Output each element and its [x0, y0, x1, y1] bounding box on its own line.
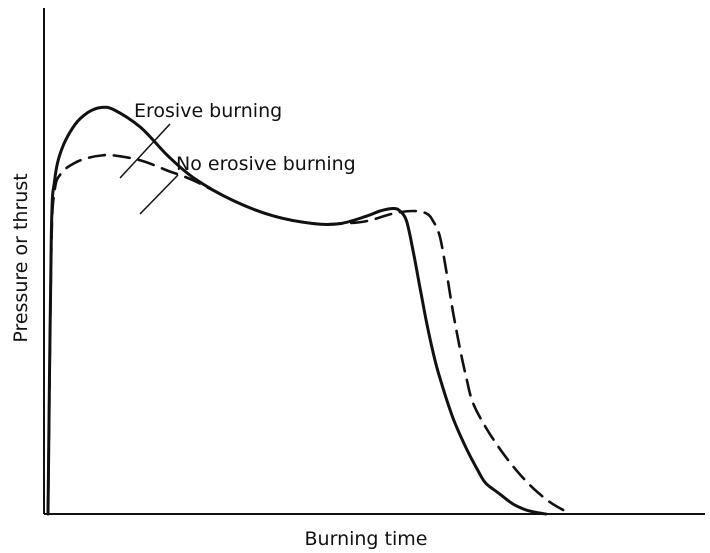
annotation-leader-no-erosive — [139, 174, 179, 215]
annotation-erosive-burning: Erosive burning — [134, 100, 282, 122]
series-no-erosive-burning-line — [46, 153, 568, 516]
series-erosive-burning-line — [46, 105, 548, 516]
annotation-leader-erosive — [119, 123, 171, 179]
annotation-no-erosive-burning: No erosive burning — [176, 153, 356, 175]
y-axis-label: Pressure or thrust — [10, 173, 32, 342]
x-axis-label: Burning time — [305, 528, 428, 550]
